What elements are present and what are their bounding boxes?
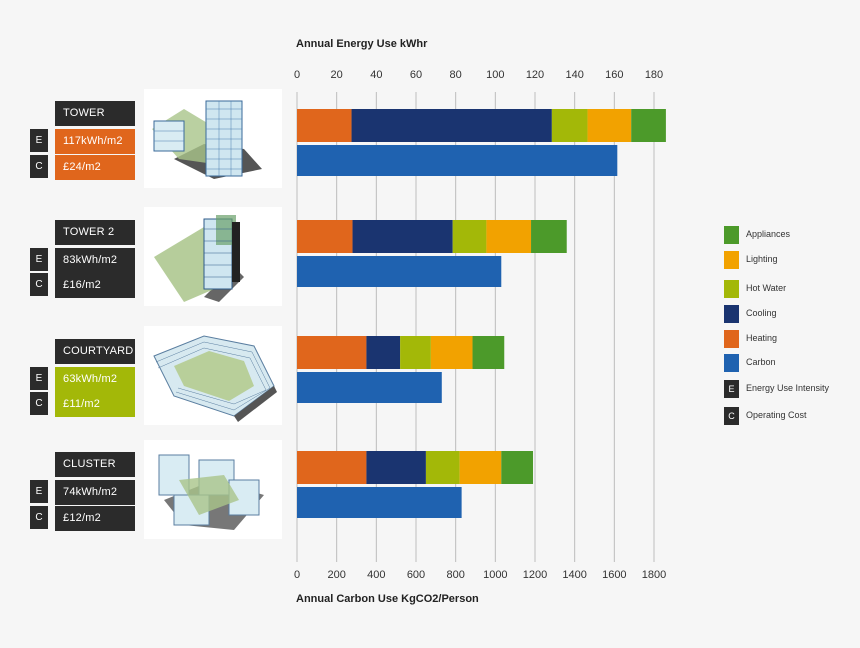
energy-bar-lighting xyxy=(459,451,502,484)
energy-bar-lighting xyxy=(430,336,473,369)
carbon-bar xyxy=(297,145,618,176)
eui-letter-box: E xyxy=(30,129,48,152)
energy-bar-heating xyxy=(297,109,352,142)
building-name-tower: TOWER xyxy=(55,101,135,126)
top-tick-label: 160 xyxy=(605,69,623,81)
carbon-bar xyxy=(297,487,462,518)
cost-letter-box: C xyxy=(30,392,48,415)
legend-label: Energy Use Intensity xyxy=(746,383,830,393)
energy-bar-cooling xyxy=(366,451,426,484)
bottom-tick-label: 1200 xyxy=(523,569,547,581)
energy-bar-cooling xyxy=(366,336,401,369)
eui-letter-box: E xyxy=(30,480,48,503)
eui-value-cluster: 74kWh/m2 xyxy=(55,480,135,505)
bottom-axis-title: Annual Carbon Use KgCO2/Person xyxy=(296,593,479,605)
top-tick-label: 20 xyxy=(331,69,343,81)
building-name-cluster: CLUSTER xyxy=(55,452,135,477)
bottom-tick-label: 800 xyxy=(446,569,464,581)
bottom-tick-label: 600 xyxy=(407,569,425,581)
eui-value-courtyard: 63kWh/m2 xyxy=(55,367,135,392)
legend-label: Carbon xyxy=(746,357,776,367)
energy-bar-hot-water xyxy=(400,336,431,369)
top-tick-label: 140 xyxy=(565,69,583,81)
tower-2-building-image xyxy=(144,207,282,306)
energy-bar-appliances xyxy=(631,109,666,142)
bottom-tick-label: 1000 xyxy=(483,569,507,581)
energy-bar-cooling xyxy=(352,220,453,253)
cost-value-courtyard: £11/m2 xyxy=(55,392,135,417)
legend-swatch xyxy=(724,226,739,244)
energy-bar-hot-water xyxy=(551,109,588,142)
energy-bar-lighting xyxy=(486,220,532,253)
legend-label: Hot Water xyxy=(746,283,787,293)
legend-letter-c: C xyxy=(724,407,739,425)
tower-building-image xyxy=(144,89,282,188)
legend-swatch xyxy=(724,305,739,323)
legend-label: Appliances xyxy=(746,229,791,239)
bottom-tick-label: 1800 xyxy=(642,569,666,581)
energy-bar-hot-water xyxy=(425,451,460,484)
legend-label: Operating Cost xyxy=(746,410,807,420)
energy-bar-appliances xyxy=(531,220,567,253)
energy-bar-cooling xyxy=(351,109,552,142)
legend-swatch xyxy=(724,354,739,372)
top-tick-label: 60 xyxy=(410,69,422,81)
cost-value-tower-2: £16/m2 xyxy=(55,273,135,298)
bottom-tick-label: 1600 xyxy=(602,569,626,581)
legend-swatch xyxy=(724,280,739,298)
energy-bar-hot-water xyxy=(452,220,487,253)
top-axis-title: Annual Energy Use kWhr xyxy=(296,38,428,50)
legend-letter-e: E xyxy=(724,380,739,398)
top-tick-label: 120 xyxy=(526,69,544,81)
legend-label: Heating xyxy=(746,333,778,343)
energy-bar-appliances xyxy=(501,451,534,484)
top-tick-label: 180 xyxy=(645,69,663,81)
energy-bar-heating xyxy=(297,220,353,253)
carbon-bar xyxy=(297,256,502,287)
legend-label: Lighting xyxy=(746,254,778,264)
top-tick-label: 100 xyxy=(486,69,504,81)
building-name-courtyard: COURTYARD xyxy=(55,339,135,364)
eui-letter-box: E xyxy=(30,367,48,390)
legend-label: Cooling xyxy=(746,308,777,318)
energy-bar-heating xyxy=(297,451,367,484)
cost-letter-box: C xyxy=(30,273,48,296)
eui-value-tower: 117kWh/m2 xyxy=(55,129,135,154)
eui-letter-box: E xyxy=(30,248,48,271)
top-tick-label: 0 xyxy=(294,69,300,81)
top-tick-label: 40 xyxy=(370,69,382,81)
carbon-bar xyxy=(297,372,442,403)
bottom-tick-label: 1400 xyxy=(562,569,586,581)
cost-letter-box: C xyxy=(30,155,48,178)
courtyard-building-image xyxy=(144,326,282,425)
legend-swatch xyxy=(724,251,739,269)
eui-value-tower-2: 83kWh/m2 xyxy=(55,248,135,273)
cost-value-tower: £24/m2 xyxy=(55,155,135,180)
cost-value-cluster: £12/m2 xyxy=(55,506,135,531)
building-name-tower-2: TOWER 2 xyxy=(55,220,135,245)
energy-bar-heating xyxy=(297,336,367,369)
energy-bar-appliances xyxy=(472,336,505,369)
energy-bar-lighting xyxy=(587,109,632,142)
bottom-tick-label: 400 xyxy=(367,569,385,581)
cost-letter-box: C xyxy=(30,506,48,529)
top-tick-label: 80 xyxy=(450,69,462,81)
legend-swatch xyxy=(724,330,739,348)
cluster-building-image xyxy=(144,440,282,539)
bottom-tick-label: 0 xyxy=(294,569,300,581)
bottom-tick-label: 200 xyxy=(327,569,345,581)
